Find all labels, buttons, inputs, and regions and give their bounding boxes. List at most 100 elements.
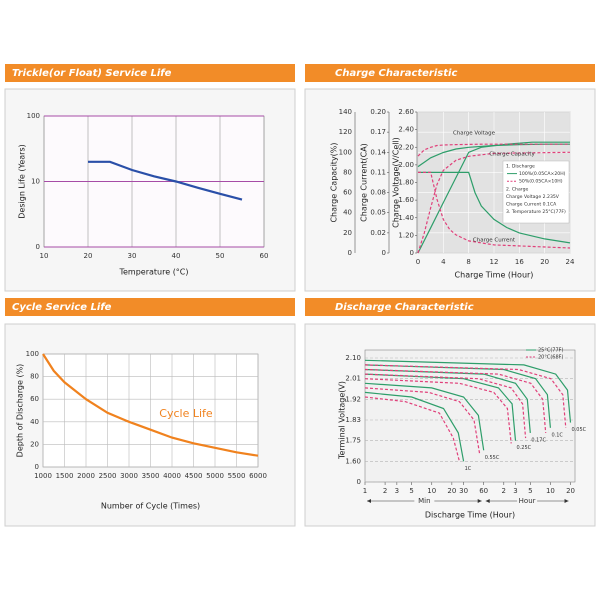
x-tick-label: 12 (490, 258, 499, 266)
y-tick-label: 2.10 (345, 354, 361, 362)
y-tick-label: 80 (30, 373, 39, 381)
annotation: Charge Voltage (453, 131, 496, 137)
x-tick-label: 8 (466, 258, 470, 266)
y-tick-label: 0.17 (370, 128, 386, 136)
x-tick-label: 16 (515, 258, 524, 266)
legend-label: 100%(0.05CA×20H) (519, 171, 566, 177)
data-line (417, 143, 570, 157)
y-tick-label: 0 (410, 249, 414, 257)
y-tick-label: 10 (31, 178, 40, 186)
y-tick-label: 0.20 (370, 108, 386, 116)
x-tick-label: 2 (502, 487, 506, 495)
data-line (364, 364, 567, 428)
x-tick-label: 6000 (249, 472, 267, 480)
legend-label: 20°C(68F) (538, 355, 564, 361)
x-tick-label: 2500 (99, 472, 117, 480)
x-tick-label: 4 (441, 258, 446, 266)
plot-area (364, 349, 576, 483)
y-tick-label: 100 (339, 148, 352, 156)
y-tick-label: 2.01 (345, 375, 361, 383)
legend-title: 1. Discharge (506, 164, 535, 170)
y-tick-label: 0 (348, 249, 352, 257)
y-tick-label: 0.05 (370, 209, 386, 217)
y-tick-label: 0 (357, 478, 361, 486)
curve-label: 0.05C (572, 427, 587, 433)
x-axis-label: Charge Time (Hour) (455, 271, 534, 280)
y-axis-label: Terminal Voltage(V) (338, 381, 347, 460)
curve-label: 0.1C (551, 432, 563, 438)
y-tick-label: 1.60 (345, 457, 361, 465)
x-tick-label: 10 (427, 487, 436, 495)
legend-note: 3. Temperature 25°C(77F) (506, 209, 566, 215)
x-axis-label: Number of Cycle (Times) (101, 502, 200, 511)
y-tick-label: 0 (382, 249, 386, 257)
y-axis-label: Depth of Discharge (%) (16, 364, 25, 458)
x-tick-label: 30 (459, 487, 468, 495)
x-tick-label: 20 (566, 487, 575, 495)
y-tick-label: 1.80 (398, 179, 414, 187)
x-tick-label: 50 (216, 252, 225, 260)
y-tick-label: 2.60 (398, 108, 414, 116)
y-tick-label: 2.00 (398, 161, 414, 169)
y-tick-label: 1.40 (398, 214, 414, 222)
legend-note: 2. Charge (506, 186, 529, 192)
y-tick-label: 0 (36, 243, 40, 251)
data-line (364, 391, 465, 462)
label-bg (414, 497, 435, 505)
data-line (418, 171, 571, 244)
y-tick-label: 2.40 (398, 126, 414, 134)
y-axis-label: Charge Capacity(%) (330, 142, 339, 222)
x-tick-label: 30 (128, 252, 137, 260)
y-tick-label: 60 (30, 395, 39, 403)
x-tick-label: 40 (172, 252, 181, 260)
curve-label: 0.55C (485, 455, 500, 461)
x-tick-label: 1 (363, 487, 367, 495)
x-group-label: Hour (519, 497, 536, 505)
header-bar (305, 298, 595, 316)
y-tick-label: 140 (339, 108, 352, 116)
y-tick-label: 80 (343, 168, 352, 176)
y-tick-label: 0.14 (370, 148, 386, 156)
data-line (364, 359, 572, 423)
annotation: Charge Capacity (489, 152, 535, 158)
data-line (364, 396, 460, 462)
legend-label: 25°C(77F) (538, 348, 564, 354)
x-tick-label: 20 (84, 252, 93, 260)
x-tick-label: 1000 (34, 472, 52, 480)
data-line (364, 368, 547, 433)
curve-label: 0.17C (531, 437, 546, 443)
x-tick-label: 4000 (163, 472, 181, 480)
y-tick-label: 1.60 (398, 196, 414, 204)
x-tick-label: 3 (395, 487, 399, 495)
y-tick-label: 1.83 (345, 416, 361, 424)
data-line (42, 353, 259, 457)
y-tick-label: 20 (343, 229, 352, 237)
chart-title: Charge Characteristic (335, 68, 457, 79)
x-tick-label: 5500 (228, 472, 246, 480)
x-axis-label: Temperature (°C) (118, 268, 188, 277)
chart-title: Cycle Service Life (12, 302, 112, 313)
x-tick-label: 2000 (77, 472, 95, 480)
chart-title: Trickle(or Float) Service Life (12, 68, 172, 79)
x-axis-label: Discharge Time (Hour) (425, 511, 515, 520)
data-line (417, 151, 571, 254)
y-tick-label: 100 (27, 112, 40, 120)
y-tick-label: 2.20 (398, 143, 414, 151)
y-tick-label: 60 (343, 189, 352, 197)
y-axis-label: Charge Voltage(V/Cell) (392, 137, 401, 228)
data-line (364, 387, 481, 454)
x-tick-label: 5 (409, 487, 413, 495)
header-bar (305, 64, 595, 82)
x-tick-label: 60 (260, 252, 269, 260)
x-tick-label: 20 (447, 487, 456, 495)
x-tick-label: 1500 (56, 472, 74, 480)
data-line (364, 378, 512, 444)
y-tick-label: 0.08 (370, 189, 386, 197)
x-tick-label: 3000 (120, 472, 138, 480)
curve-label: 1C (465, 466, 472, 472)
y-tick-label: 0.11 (370, 168, 386, 176)
x-tick-label: 3500 (142, 472, 160, 480)
x-tick-label: 4500 (185, 472, 203, 480)
x-tick-label: 2 (383, 487, 387, 495)
header-bar (5, 298, 295, 316)
